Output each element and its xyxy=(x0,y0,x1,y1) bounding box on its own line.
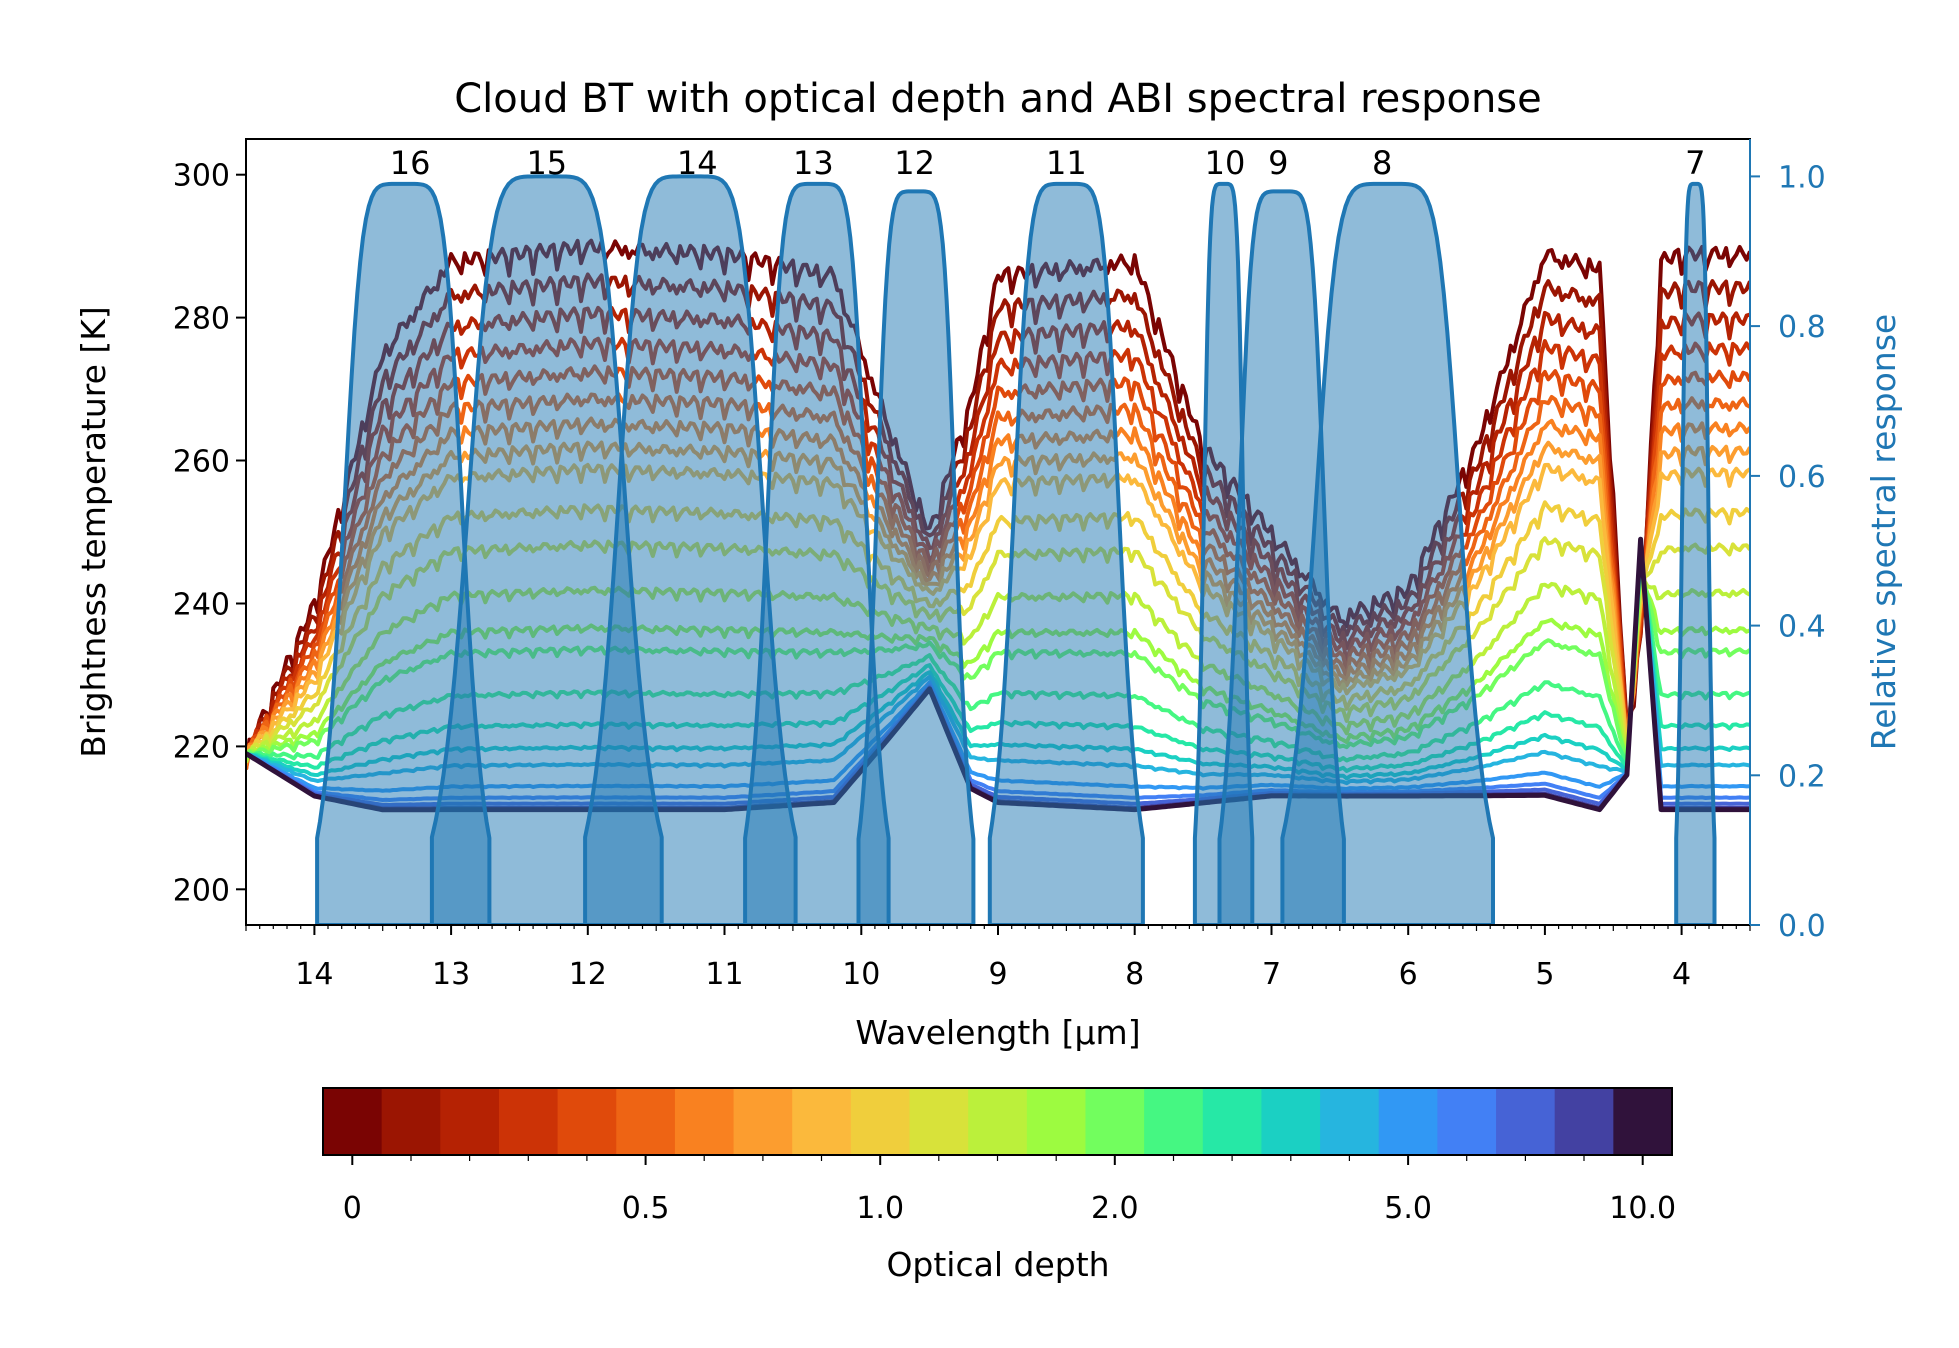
x-tick-label: 6 xyxy=(1399,957,1418,992)
colorbar-swatch xyxy=(1261,1088,1321,1155)
y2-tick-label: 1.0 xyxy=(1778,160,1826,195)
y2-tick-label: 0.0 xyxy=(1778,909,1826,944)
y-tick-label: 220 xyxy=(173,730,230,765)
colorbar-tick-label: 5.0 xyxy=(1384,1191,1432,1226)
y2-tick-label: 0.2 xyxy=(1778,759,1826,794)
colorbar xyxy=(322,1087,1673,1156)
spectral-response-band-11 xyxy=(987,181,1145,925)
colorbar-tick-label: 0.5 xyxy=(622,1191,670,1226)
y-tick-label: 280 xyxy=(173,302,230,337)
colorbar-tick-label: 1.0 xyxy=(856,1191,904,1226)
band-label: 15 xyxy=(526,144,567,182)
colorbar-swatch xyxy=(323,1088,383,1155)
colorbar-swatch xyxy=(792,1088,852,1155)
colorbar-swatch xyxy=(440,1088,500,1155)
y-tick-label: 260 xyxy=(173,445,230,480)
x-tick-label: 14 xyxy=(295,957,333,992)
band-label: 8 xyxy=(1372,144,1392,182)
y-tick-label: 300 xyxy=(173,159,230,194)
colorbar-swatch xyxy=(968,1088,1028,1155)
colorbar-swatch xyxy=(1085,1088,1145,1155)
colorbar-swatch xyxy=(850,1088,911,1155)
colorbar-swatch xyxy=(1202,1088,1263,1155)
x-tick-label: 7 xyxy=(1262,957,1281,992)
colorbar-swatch xyxy=(1437,1088,1497,1155)
x-tick-label: 4 xyxy=(1672,957,1691,992)
colorbar-swatch xyxy=(1320,1088,1380,1155)
x-tick-label: 9 xyxy=(988,957,1007,992)
band-label: 7 xyxy=(1685,144,1705,182)
colorbar-ticks: 0 0.5 1.0 2.0 5.0 10.0 xyxy=(343,1155,1676,1226)
band-label: 14 xyxy=(677,144,718,182)
chart-title: Cloud BT with optical depth and ABI spec… xyxy=(454,76,1542,122)
band-labels: 16 15 14 13 12 11 10 9 8 7 xyxy=(390,144,1706,182)
colorbar-tick-label: 10.0 xyxy=(1609,1191,1676,1226)
band-label: 11 xyxy=(1046,144,1087,182)
colorbar-swatch xyxy=(733,1088,793,1155)
spectral-response-band-8 xyxy=(1280,181,1495,925)
y-axis-ticks: 200 220 240 260 280 300 xyxy=(173,159,246,908)
spectral-response-band-7 xyxy=(1674,181,1717,925)
colorbar-swatch xyxy=(1144,1088,1204,1155)
colorbar-swatch xyxy=(1613,1088,1673,1155)
x-tick-label: 10 xyxy=(842,957,880,992)
colorbar-swatch xyxy=(1378,1088,1438,1155)
x-tick-label: 11 xyxy=(705,957,743,992)
x-tick-label: 12 xyxy=(569,957,607,992)
x-axis-label: Wavelength [µm] xyxy=(855,1013,1140,1052)
x-tick-label: 13 xyxy=(432,957,470,992)
colorbar-swatch xyxy=(616,1088,676,1155)
spectral-response-band-12 xyxy=(856,189,976,925)
y2-axis-label: Relative spectral response xyxy=(1864,314,1903,750)
y2-tick-label: 0.8 xyxy=(1778,310,1826,345)
y2-axis-ticks: 0.0 0.2 0.4 0.6 0.8 1.0 xyxy=(1749,139,1826,944)
colorbar-tick-label: 0 xyxy=(343,1191,362,1226)
colorbar-swatch xyxy=(381,1088,441,1155)
y2-tick-label: 0.6 xyxy=(1778,460,1826,495)
x-tick-label: 8 xyxy=(1125,957,1144,992)
colorbar-swatch xyxy=(1026,1088,1087,1155)
spectral-response-band-13 xyxy=(743,181,891,925)
y2-tick-label: 0.4 xyxy=(1778,610,1826,645)
plot-area xyxy=(246,174,1750,925)
colorbar-label: Optical depth xyxy=(886,1245,1109,1284)
colorbar-swatch xyxy=(909,1088,969,1155)
colorbar-swatch xyxy=(1496,1088,1556,1155)
band-label: 9 xyxy=(1268,144,1288,182)
colorbar-swatch xyxy=(1554,1088,1614,1155)
y-tick-label: 240 xyxy=(173,588,230,623)
colorbar-swatch xyxy=(674,1088,735,1155)
y-axis-label: Brightness temperature [K] xyxy=(74,306,113,758)
band-label: 10 xyxy=(1205,144,1246,182)
colorbar-swatch xyxy=(557,1088,617,1155)
band-label: 16 xyxy=(390,144,431,182)
y-tick-label: 200 xyxy=(173,873,230,908)
colorbar-swatch xyxy=(498,1088,559,1155)
band-label: 13 xyxy=(793,144,834,182)
spectral-response-bands xyxy=(315,174,1717,925)
colorbar-tick-label: 2.0 xyxy=(1091,1191,1139,1226)
band-label: 12 xyxy=(894,144,935,182)
x-tick-label: 5 xyxy=(1535,957,1554,992)
x-axis-ticks: 14 13 12 11 10 9 8 7 6 5 4 xyxy=(245,925,1751,992)
